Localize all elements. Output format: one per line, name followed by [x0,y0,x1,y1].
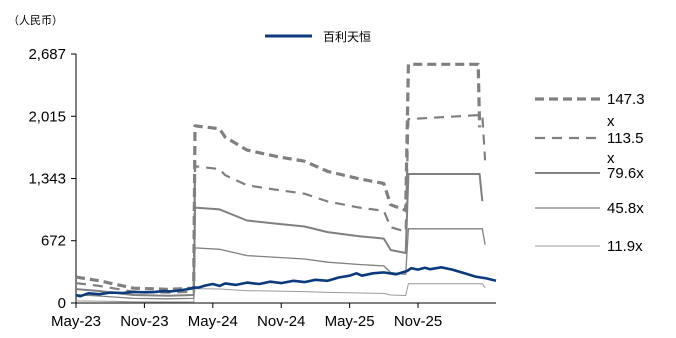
right-legend-label: 113.5 [607,130,643,147]
series-line-11-9x [75,283,486,303]
x-tick-label: Nov-23 [120,313,168,330]
x-tick-labels: May-23 Nov-23 May-24 Nov-24 May-25 Nov-25 [51,303,442,330]
series-line-45-8x [75,228,486,300]
axes [75,54,496,304]
y-tick-label: 0 [58,295,66,312]
y-tick-label: 2,015 [28,108,66,125]
x-tick-label: Nov-25 [394,313,442,330]
unit-label: （人民币） [8,14,63,27]
x-tick-label: May-25 [325,313,375,330]
y-tick-label: 672 [41,233,66,250]
y-tick-label: 2,687 [28,46,66,63]
main-legend-label: 百利天恒 [323,30,371,44]
right-legend-label: 147.3 [607,91,645,108]
series-line-147-3x [75,62,482,291]
x-tick-label: May-23 [51,313,101,330]
series-line-- [75,266,497,298]
series-line-113-5x [75,113,487,294]
series-line-79-6x [75,173,484,297]
right-legend-label: x [607,113,615,130]
right-legend-label: 11.9x [607,238,643,255]
x-tick-label: Nov-24 [257,313,305,330]
series-lines [75,62,497,303]
right-legend-label: 45.8x [607,200,644,217]
right-legend-label: 79.6x [607,165,644,182]
x-tick-label: May-24 [188,313,238,330]
right-legend-label: x [607,150,615,167]
y-tick-labels: 0 672 1,343 2,015 2,687 [28,46,76,312]
y-tick-label: 1,343 [28,171,66,188]
main-legend: 百利天恒 [265,30,371,44]
